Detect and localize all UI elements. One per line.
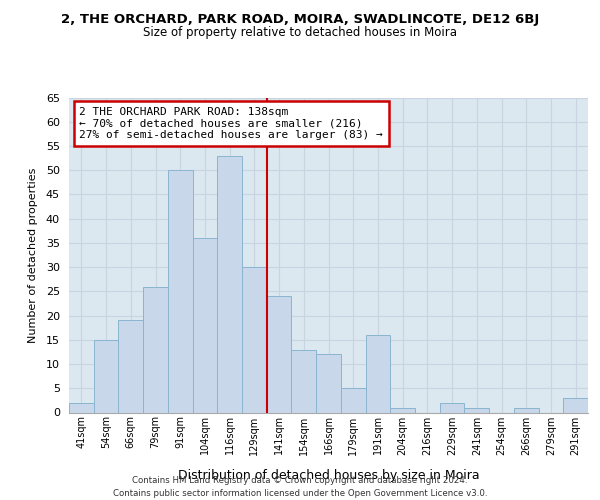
Bar xyxy=(94,340,118,412)
Bar xyxy=(69,403,94,412)
Bar xyxy=(242,267,267,412)
Bar xyxy=(217,156,242,412)
Bar xyxy=(267,296,292,412)
Text: Contains HM Land Registry data © Crown copyright and database right 2024.
Contai: Contains HM Land Registry data © Crown c… xyxy=(113,476,487,498)
Bar xyxy=(464,408,489,412)
Bar xyxy=(143,286,168,412)
Y-axis label: Number of detached properties: Number of detached properties xyxy=(28,168,38,342)
Bar xyxy=(193,238,217,412)
Text: 2, THE ORCHARD, PARK ROAD, MOIRA, SWADLINCOTE, DE12 6BJ: 2, THE ORCHARD, PARK ROAD, MOIRA, SWADLI… xyxy=(61,12,539,26)
Bar xyxy=(341,388,365,412)
Text: Size of property relative to detached houses in Moira: Size of property relative to detached ho… xyxy=(143,26,457,39)
Bar xyxy=(563,398,588,412)
X-axis label: Distribution of detached houses by size in Moira: Distribution of detached houses by size … xyxy=(178,468,479,481)
Bar xyxy=(390,408,415,412)
Bar xyxy=(440,403,464,412)
Bar xyxy=(292,350,316,412)
Text: 2 THE ORCHARD PARK ROAD: 138sqm
← 70% of detached houses are smaller (216)
27% o: 2 THE ORCHARD PARK ROAD: 138sqm ← 70% of… xyxy=(79,107,383,140)
Bar xyxy=(514,408,539,412)
Bar xyxy=(316,354,341,412)
Bar xyxy=(168,170,193,412)
Bar xyxy=(365,335,390,412)
Bar xyxy=(118,320,143,412)
